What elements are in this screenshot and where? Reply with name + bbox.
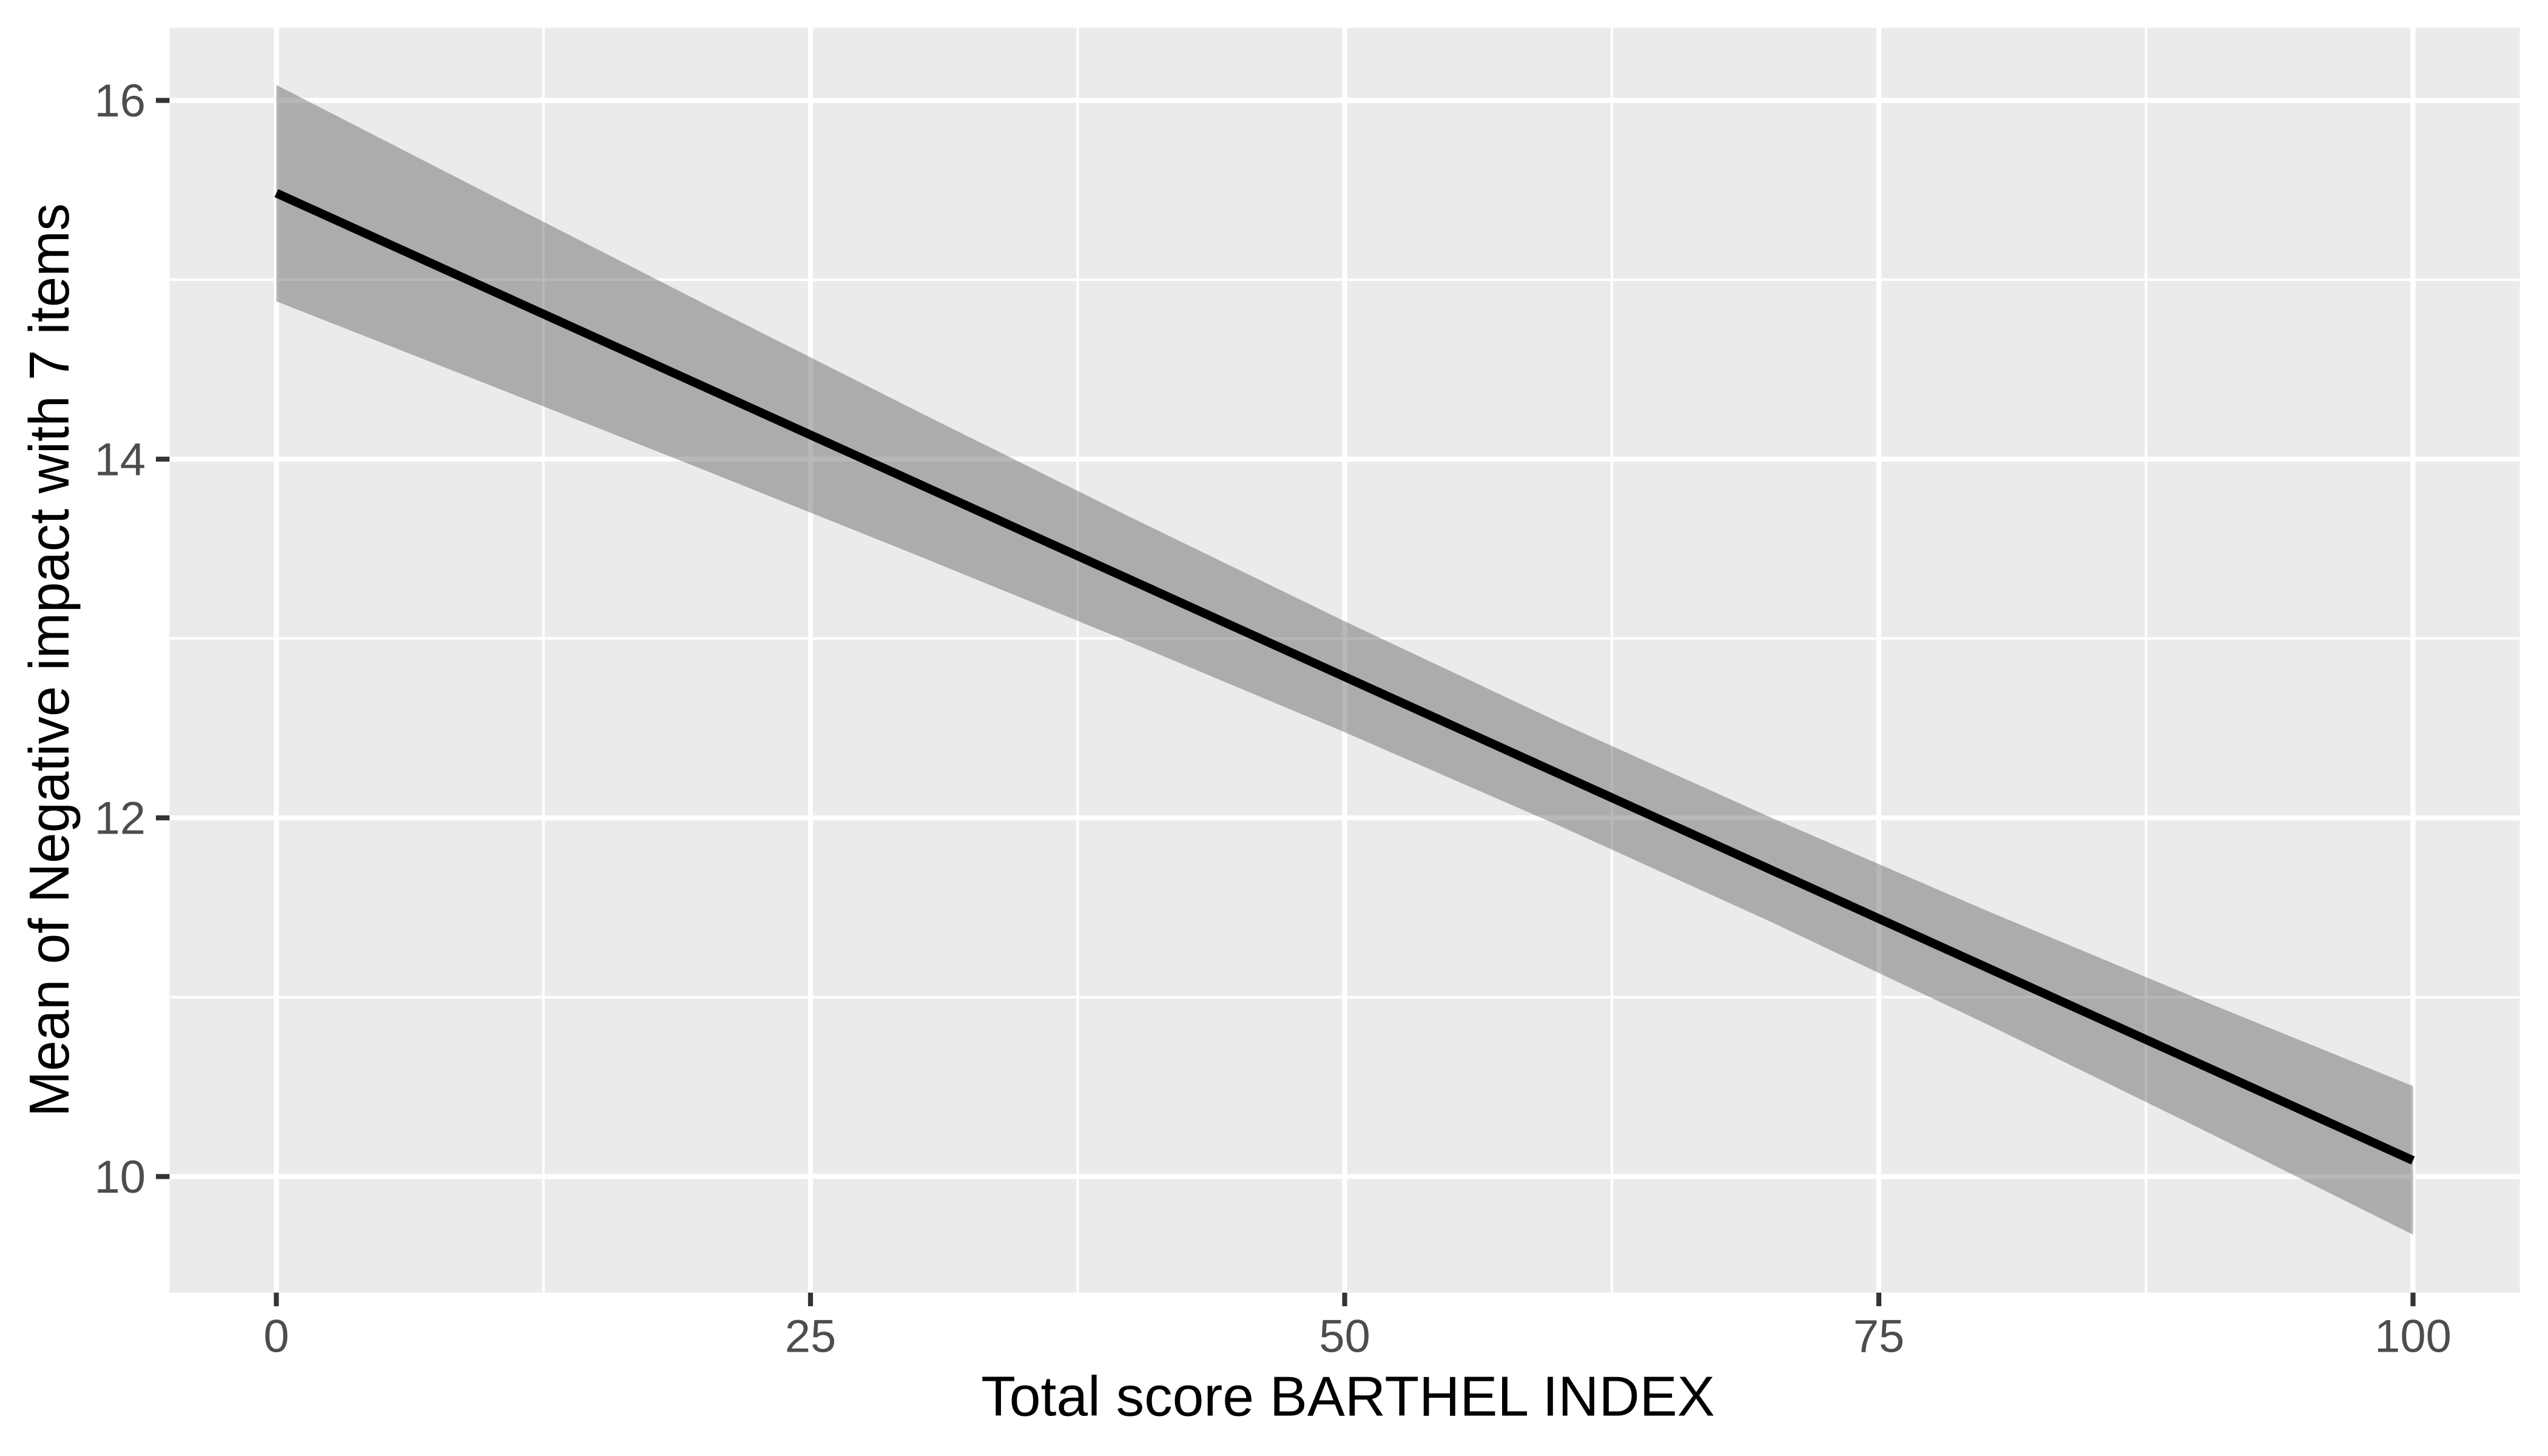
svg-text:0: 0: [263, 1311, 289, 1363]
svg-text:Mean of Negative impact with 7: Mean of Negative impact with 7 items: [18, 203, 81, 1117]
svg-text:100: 100: [2374, 1311, 2452, 1363]
svg-text:14: 14: [94, 434, 146, 485]
svg-text:25: 25: [785, 1311, 837, 1363]
svg-text:50: 50: [1319, 1311, 1370, 1363]
svg-text:75: 75: [1853, 1311, 1905, 1363]
svg-text:10: 10: [94, 1151, 146, 1203]
svg-text:16: 16: [94, 75, 146, 127]
svg-text:Total score BARTHEL INDEX: Total score BARTHEL INDEX: [981, 1365, 1714, 1428]
svg-text:12: 12: [94, 793, 146, 844]
